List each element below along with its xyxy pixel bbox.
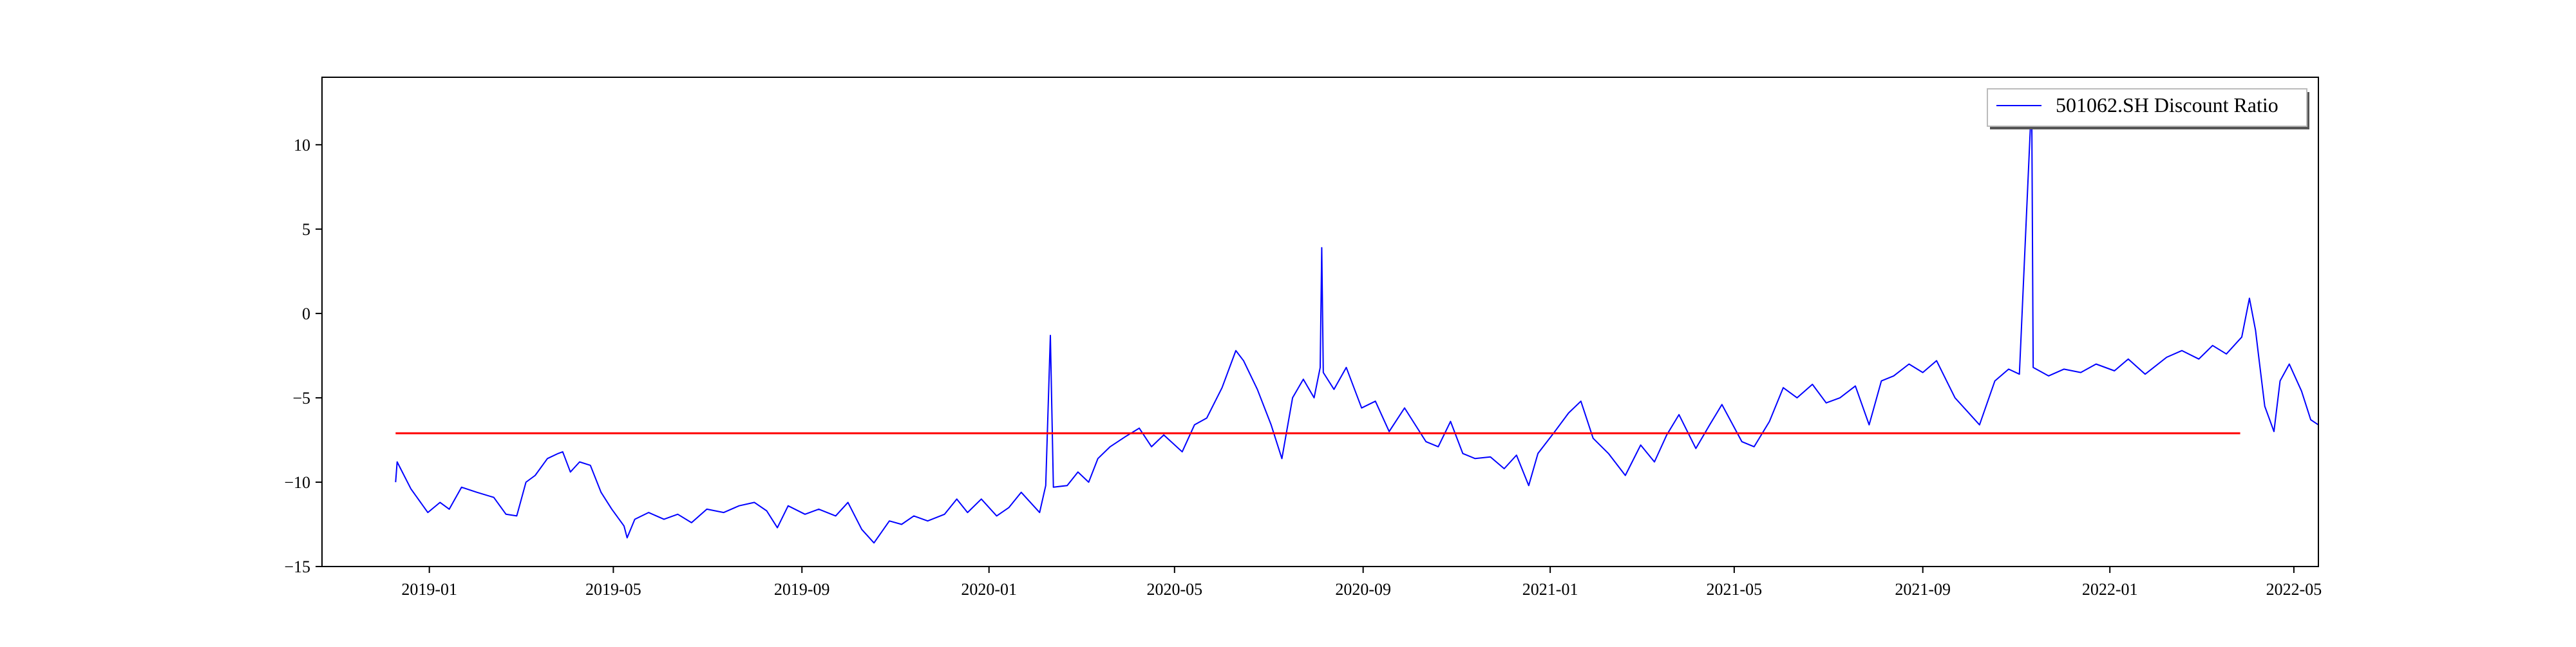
x-tick-label: 2021-01: [1522, 580, 1578, 599]
y-tick-label: 5: [302, 220, 310, 239]
x-tick-label: 2020-09: [1335, 580, 1391, 599]
x-tick-label: 2022-05: [2266, 580, 2322, 599]
data-layer: [395, 97, 2319, 544]
plot-frame: [321, 77, 2319, 567]
y-tick-label: −5: [292, 389, 310, 408]
series-line-0: [395, 97, 2319, 544]
x-tick-label: 2020-05: [1146, 580, 1202, 599]
legend: 501062.SH Discount Ratio: [1987, 88, 2309, 129]
y-tick-label: −15: [284, 558, 310, 576]
x-tick-label: 2019-05: [585, 580, 641, 599]
y-tick-label: 10: [294, 136, 310, 155]
y-axis: 10 5 0 −5 −10 −15: [284, 136, 322, 576]
legend-label: 501062.SH Discount Ratio: [2056, 93, 2278, 117]
x-tick-label: 2019-01: [401, 580, 457, 599]
x-tick-label: 2021-05: [1707, 580, 1763, 599]
legend-box: [1987, 88, 2307, 127]
x-tick-label: 2020-01: [961, 580, 1017, 599]
x-axis: 2019-01 2019-05 2019-09 2020-01 2020-05 2020-…: [401, 567, 2322, 599]
x-tick-label: 2021-09: [1895, 580, 1951, 599]
y-tick-label: −10: [284, 473, 310, 492]
y-tick-label: 0: [302, 305, 310, 323]
x-tick-label: 2022-01: [2082, 580, 2138, 599]
x-tick-label: 2019-09: [774, 580, 830, 599]
